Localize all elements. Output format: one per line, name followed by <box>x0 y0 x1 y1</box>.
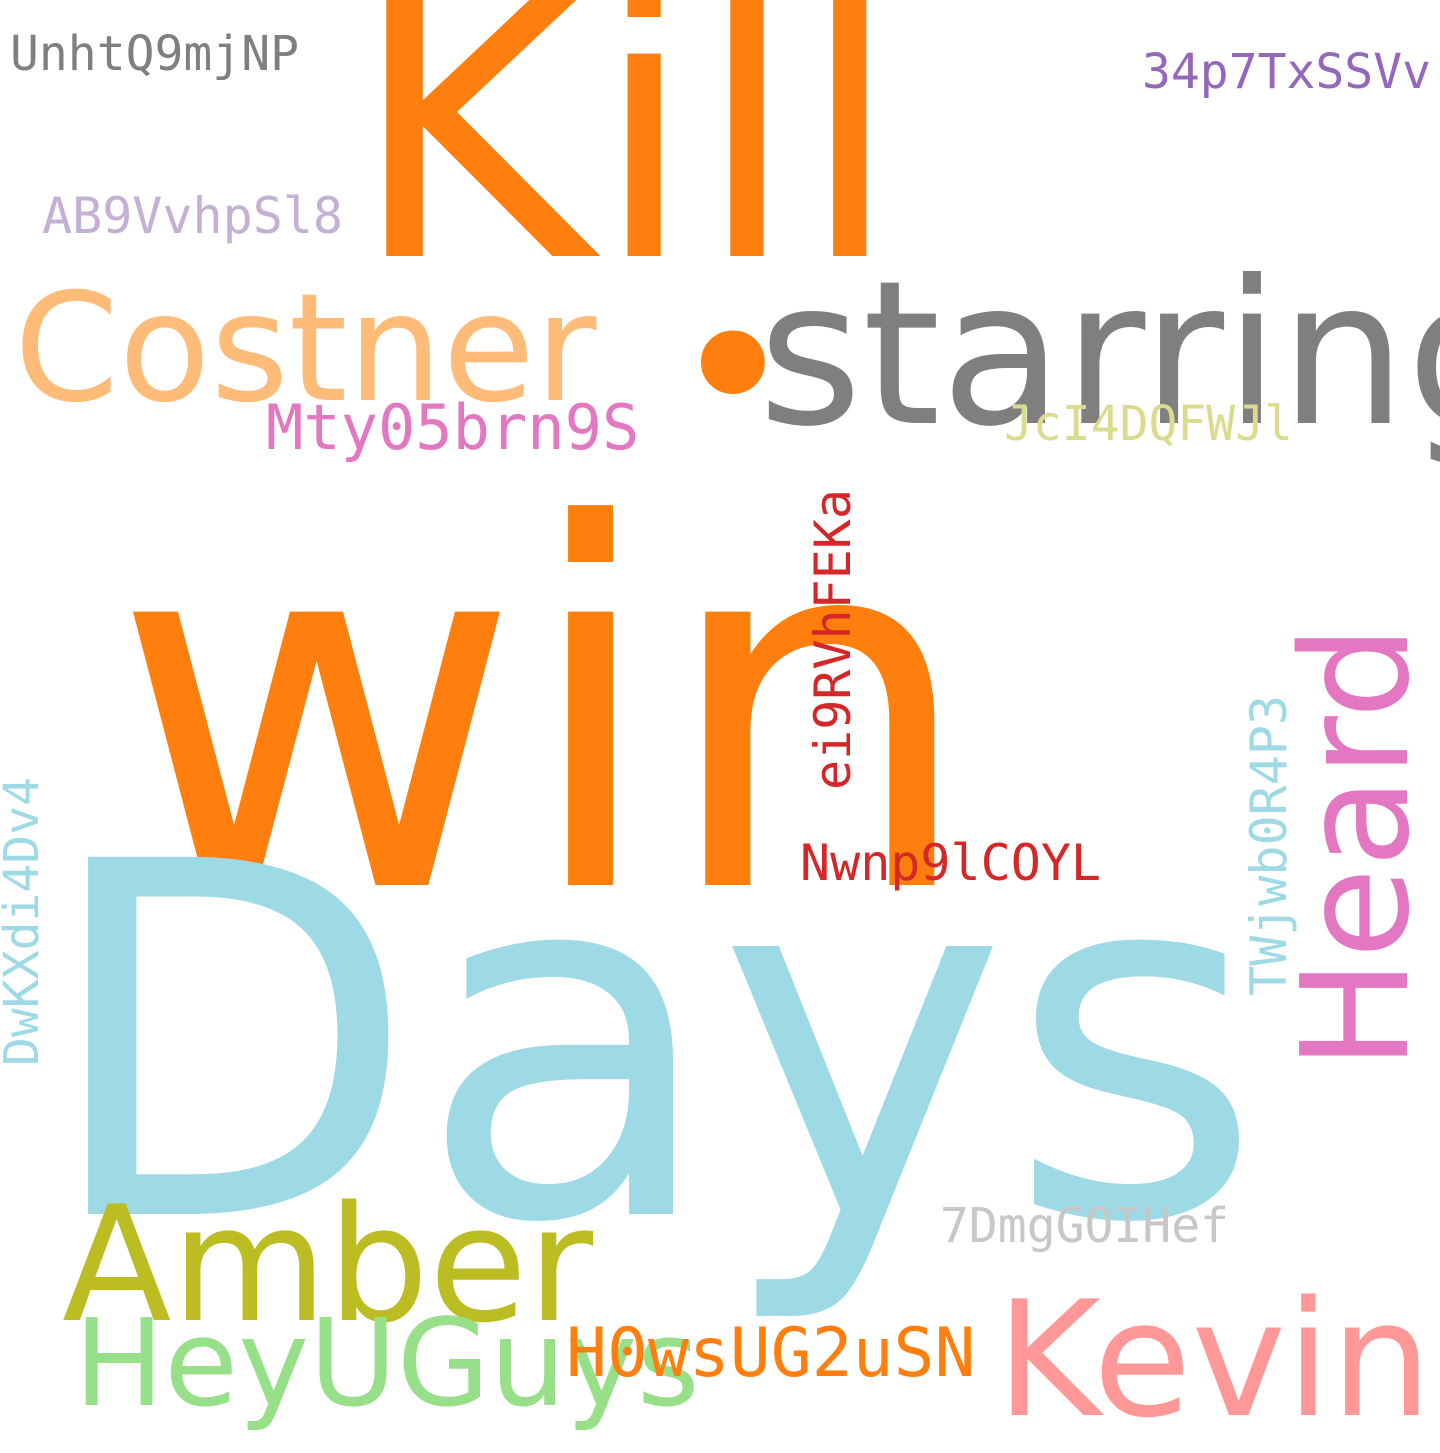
word-twjwb0r4p3: TWjwb0R4P3 <box>1240 694 1298 996</box>
word-unhtq9mjnp: UnhtQ9mjNP <box>10 26 299 82</box>
word-ei9rvhfeka: ei9RVhFEKa <box>804 488 862 790</box>
word-mty05brn9s: Mty05brn9S <box>266 391 640 464</box>
word-heard: Heard <box>1270 624 1440 1070</box>
word-costner: Costner <box>14 262 597 436</box>
word-34p7txssvv: 34p7TxSSVv <box>1142 44 1431 100</box>
word-win: win <box>112 421 977 1003</box>
word-dwkxdi4dv4: DwKXdi4Dv4 <box>0 777 50 1066</box>
word-7dmggoihef: 7DmgGOIHef <box>940 1198 1229 1254</box>
word-kill: Kill <box>350 0 902 344</box>
word-h0wsug2usn: H0wsUG2uSN <box>566 1314 976 1393</box>
word-heyuguys: HeyUGuys <box>74 1295 700 1434</box>
word-nwnp9lcoyl: Nwnp9lCOYL <box>800 834 1102 892</box>
word-bullet: • <box>668 240 798 496</box>
word-ab9vvhpsl8: AB9VvhpSl8 <box>42 187 344 245</box>
word-days: Days <box>40 759 1263 1330</box>
word-starring: starring <box>758 238 1440 471</box>
word-amber: Amber <box>62 1171 594 1358</box>
word-kevin: Kevin <box>996 1266 1432 1453</box>
word-jci4dqfwjl: JcI4DQFWJl <box>1004 396 1293 452</box>
